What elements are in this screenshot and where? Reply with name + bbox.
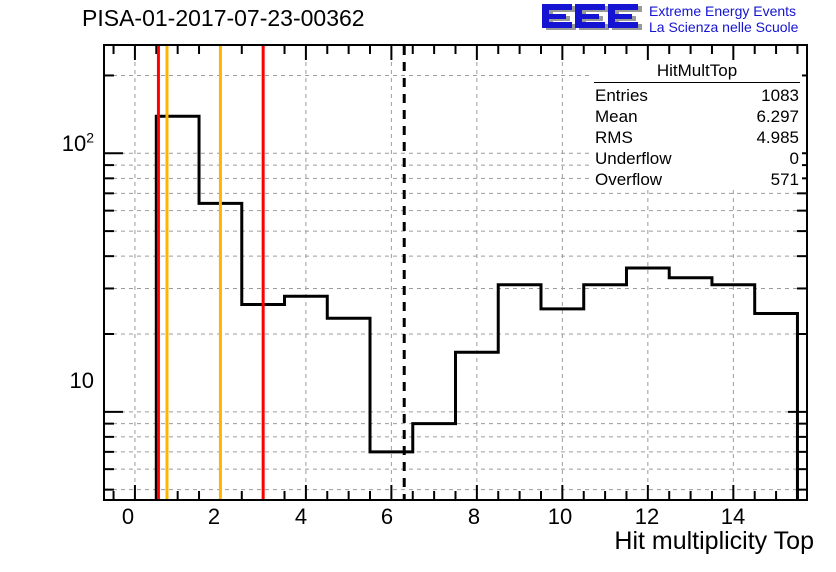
x-tick-label-8: 8 <box>467 504 481 529</box>
x-tick-label-6: 6 <box>380 504 394 529</box>
page-title: PISA-01-2017-07-23-00362 <box>82 5 365 31</box>
eee-logo-mark <box>542 4 642 30</box>
stats-key-entries: Entries <box>595 86 648 105</box>
x-tick-label-2: 2 <box>207 504 221 529</box>
stats-key-overflow: Overflow <box>595 170 663 189</box>
stats-key-underflow: Underflow <box>595 149 672 168</box>
eee-logo-line1: Extreme Energy Events <box>649 3 797 19</box>
x-tick-label-14: 14 <box>720 504 746 529</box>
stats-row-rms: RMS 4.985 <box>592 127 802 148</box>
stats-value-overflow: 571 <box>770 170 799 189</box>
stats-box-title: HitMultTop <box>594 60 800 83</box>
x-tick-label-12: 12 <box>634 504 660 529</box>
x-axis-title: Hit multiplicity Top <box>614 527 814 555</box>
stats-value-underflow: 0 <box>789 149 799 168</box>
stats-value-mean: 6.297 <box>756 107 799 126</box>
stats-key-rms: RMS <box>595 128 633 147</box>
eee-logo: Extreme Energy Events La Scienza nelle S… <box>539 2 831 36</box>
y-tick-label-100: 100102 <box>61 129 94 156</box>
stats-row-underflow: Underflow 0 <box>592 148 802 169</box>
y-tick-label-10: 10 <box>69 368 94 393</box>
stats-row-entries: Entries 1083 <box>592 85 802 106</box>
x-tick-label-4: 4 <box>294 504 308 529</box>
x-tick-label-10: 10 <box>547 504 573 529</box>
eee-logo-text: Extreme Energy Events La Scienza nelle S… <box>649 3 834 35</box>
stats-value-rms: 4.985 <box>756 128 799 147</box>
x-tick-label-0: 0 <box>121 504 135 529</box>
stats-box: HitMultTop Entries 1083 Mean 6.297 RMS 4… <box>592 60 802 190</box>
stats-row-mean: Mean 6.297 <box>592 106 802 127</box>
histogram-curve <box>154 114 799 499</box>
stats-row-overflow: Overflow 571 <box>592 169 802 190</box>
marker-lines <box>156 46 406 499</box>
eee-logo-line2: La Scienza nelle Scuole <box>649 19 799 35</box>
stats-key-mean: Mean <box>595 107 638 126</box>
stats-value-entries: 1083 <box>761 86 799 105</box>
